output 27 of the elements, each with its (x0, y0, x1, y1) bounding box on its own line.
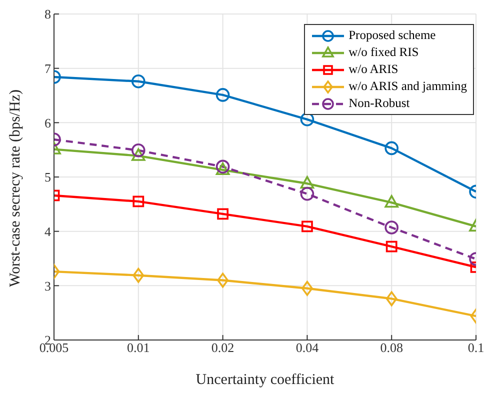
y-tick-label: 7 (44, 60, 52, 76)
x-tick-label: 0.1 (468, 340, 484, 356)
x-tick-label: 0.01 (127, 340, 150, 356)
point (216, 88, 230, 102)
y-tick-label: 5 (44, 170, 51, 185)
point (216, 162, 230, 176)
legend-label: w/o fixed RIS (348, 45, 419, 60)
point (302, 280, 313, 296)
x-axis-title: Uncertainty coefficient (196, 372, 336, 388)
y-axis-title: Worst-case secrecy rate (bps/Hz) (7, 90, 24, 287)
legend-label: w/o ARIS and jamming (348, 79, 467, 94)
x-tick-label: 0.02 (211, 340, 234, 356)
y-tick-label: 4 (44, 224, 52, 239)
legend-label: w/o ARIS (348, 62, 398, 77)
legend-label: Proposed scheme (348, 28, 436, 43)
point (300, 176, 314, 189)
point (217, 272, 228, 288)
point (300, 186, 314, 201)
x-tick-label: 0.08 (380, 340, 403, 356)
legend-label: Non-Robust (348, 96, 410, 111)
y-tick-label: 8 (44, 6, 51, 22)
point (302, 220, 313, 232)
y-tick-label: 3 (44, 278, 51, 294)
x-tick-label: 0.04 (296, 340, 320, 356)
y-tick-label: 6 (44, 115, 52, 130)
point (217, 208, 228, 220)
point (300, 112, 314, 126)
